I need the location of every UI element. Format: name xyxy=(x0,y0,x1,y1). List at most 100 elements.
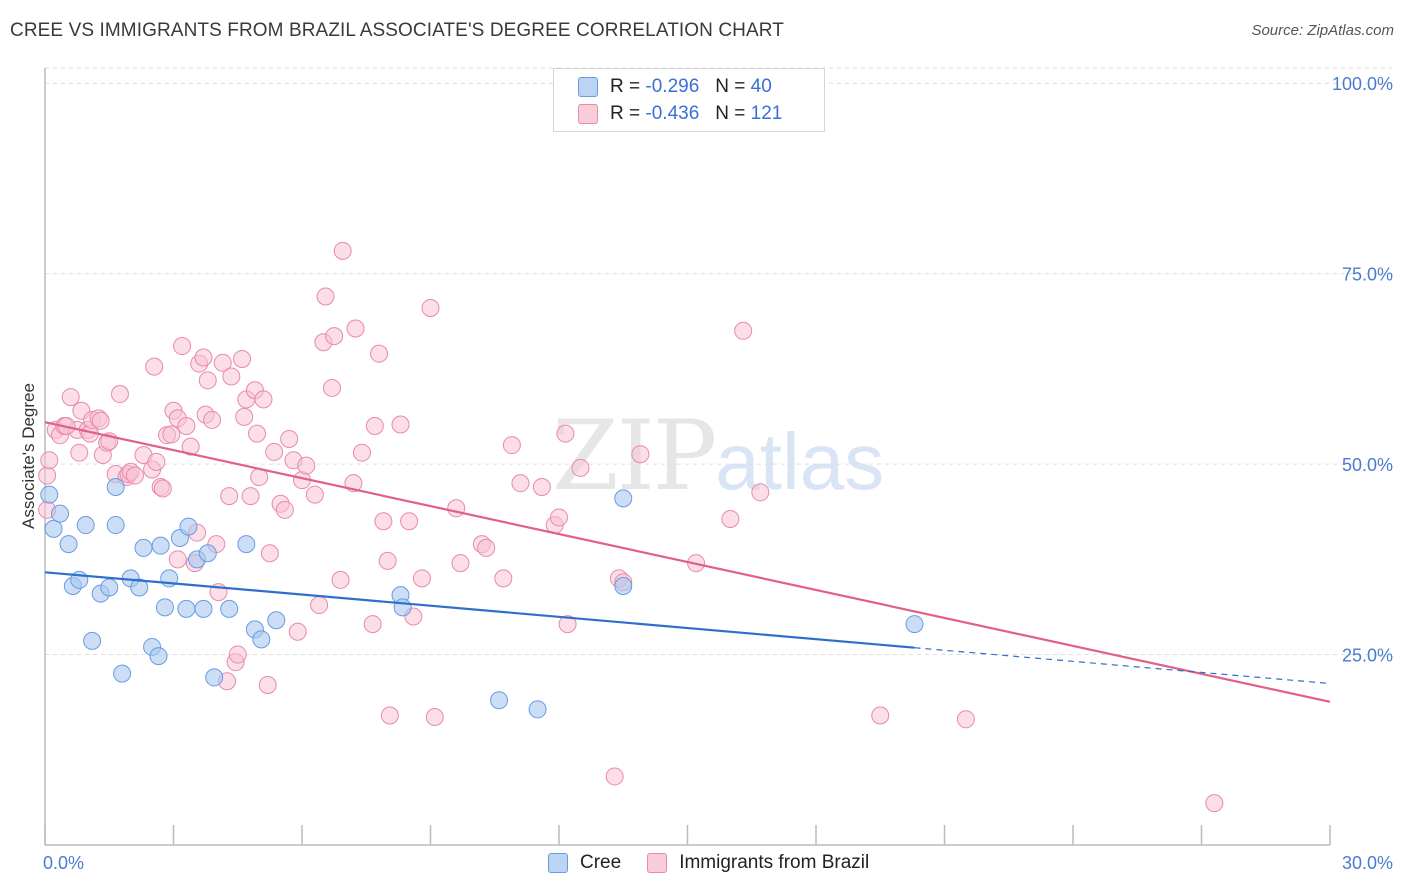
cree-swatch xyxy=(578,77,598,97)
brazil-point xyxy=(631,445,650,464)
source-label: Source: ZipAtlas.com xyxy=(1251,22,1394,39)
y-tick-label: 50.0% xyxy=(1342,455,1393,475)
cree-point xyxy=(614,489,633,508)
correlation-legend: R = -0.296 N = 40 R = -0.436 N = 121 xyxy=(553,68,825,132)
brazil-swatch xyxy=(578,104,598,124)
regression-lines xyxy=(44,421,1331,703)
r-value: -0.296 xyxy=(645,76,700,97)
brazil-point xyxy=(241,487,260,506)
brazil-point xyxy=(198,371,217,390)
brazil-point xyxy=(346,319,365,338)
legend-item-brazil[interactable]: Immigrants from Brazil xyxy=(647,852,869,874)
cree-point xyxy=(149,647,168,666)
y-tick-label: 100.0% xyxy=(1332,74,1393,94)
brazil-point xyxy=(1205,794,1224,813)
brazil-point xyxy=(363,615,382,634)
n-label: N = xyxy=(715,103,746,124)
cree-trendline xyxy=(44,571,915,649)
brazil-point xyxy=(325,327,344,346)
r-value: -0.436 xyxy=(645,103,700,124)
legend-item-cree[interactable]: Cree xyxy=(548,852,621,874)
brazil-point xyxy=(400,512,419,531)
n-value: 40 xyxy=(750,76,772,97)
cree-point xyxy=(205,668,224,687)
cree-swatch xyxy=(548,853,568,873)
brazil-point xyxy=(280,429,299,448)
brazil-point xyxy=(110,385,129,404)
brazil-point xyxy=(391,415,410,434)
y-axis-label: Associate's Degree xyxy=(19,383,38,529)
brazil-point xyxy=(220,487,239,506)
brazil-point xyxy=(177,417,196,436)
brazil-point xyxy=(425,708,444,727)
brazil-point xyxy=(316,287,335,306)
brazil-point xyxy=(275,500,294,519)
brazil-point xyxy=(265,442,284,461)
cree-point xyxy=(151,536,170,555)
legend-label-brazil: Immigrants from Brazil xyxy=(679,852,870,873)
brazil-point xyxy=(871,706,890,725)
series-legend: Cree Immigrants from Brazil xyxy=(548,852,895,874)
cree-point xyxy=(528,700,547,719)
brazil-point xyxy=(297,456,316,475)
cree-point xyxy=(614,577,633,595)
brazil-point xyxy=(511,474,530,493)
cree-point xyxy=(155,598,174,617)
brazil-point xyxy=(162,425,181,444)
cree-point xyxy=(106,516,125,535)
brazil-point xyxy=(956,710,975,729)
cree-point xyxy=(490,691,509,710)
r-label: R = xyxy=(610,76,641,97)
cree-point xyxy=(252,630,271,649)
brazil-point xyxy=(173,337,192,356)
brazil-point xyxy=(228,645,247,664)
cree-point xyxy=(113,664,132,683)
r-label: R = xyxy=(610,103,641,124)
cree-point xyxy=(179,517,198,536)
cree-point xyxy=(177,599,196,618)
y-tick-label: 25.0% xyxy=(1342,646,1393,666)
cree-point xyxy=(100,578,119,597)
brazil-points xyxy=(38,241,1224,813)
cree-point xyxy=(220,599,239,618)
brazil-point xyxy=(145,357,164,376)
brazil-point xyxy=(333,241,352,260)
brazil-swatch xyxy=(647,853,668,873)
cree-point xyxy=(194,599,213,618)
cree-points xyxy=(40,477,924,719)
cree-point xyxy=(50,504,69,523)
brazil-trendline xyxy=(44,421,1331,703)
brazil-point xyxy=(494,569,513,588)
brazil-point xyxy=(558,615,577,634)
brazil-point xyxy=(258,676,277,695)
brazil-point xyxy=(181,437,200,456)
brazil-point xyxy=(605,767,624,786)
legend-row-cree: R = -0.296 N = 40 xyxy=(578,74,772,100)
brazil-point xyxy=(305,485,324,504)
cree-point xyxy=(393,598,412,617)
brazil-point xyxy=(421,298,440,317)
brazil-point xyxy=(147,452,166,471)
brazil-point xyxy=(374,512,393,531)
brazil-point xyxy=(502,436,521,455)
cree-point xyxy=(76,516,95,535)
cree-point xyxy=(905,615,924,634)
brazil-point xyxy=(734,321,753,340)
brazil-point xyxy=(322,378,341,397)
cree-point xyxy=(44,519,63,538)
brazil-point xyxy=(203,410,222,429)
brazil-point xyxy=(721,509,740,528)
brazil-point xyxy=(260,544,279,563)
cree-point xyxy=(267,611,286,630)
brazil-point xyxy=(571,458,590,477)
y-tick-label: 75.0% xyxy=(1342,265,1393,285)
brazil-point xyxy=(213,353,232,372)
brazil-point xyxy=(550,508,568,527)
brazil-point xyxy=(532,477,551,496)
brazil-point xyxy=(254,390,273,409)
brazil-point xyxy=(412,569,431,588)
brazil-point xyxy=(194,348,213,367)
brazil-point xyxy=(235,407,254,426)
brazil-point xyxy=(310,596,329,615)
